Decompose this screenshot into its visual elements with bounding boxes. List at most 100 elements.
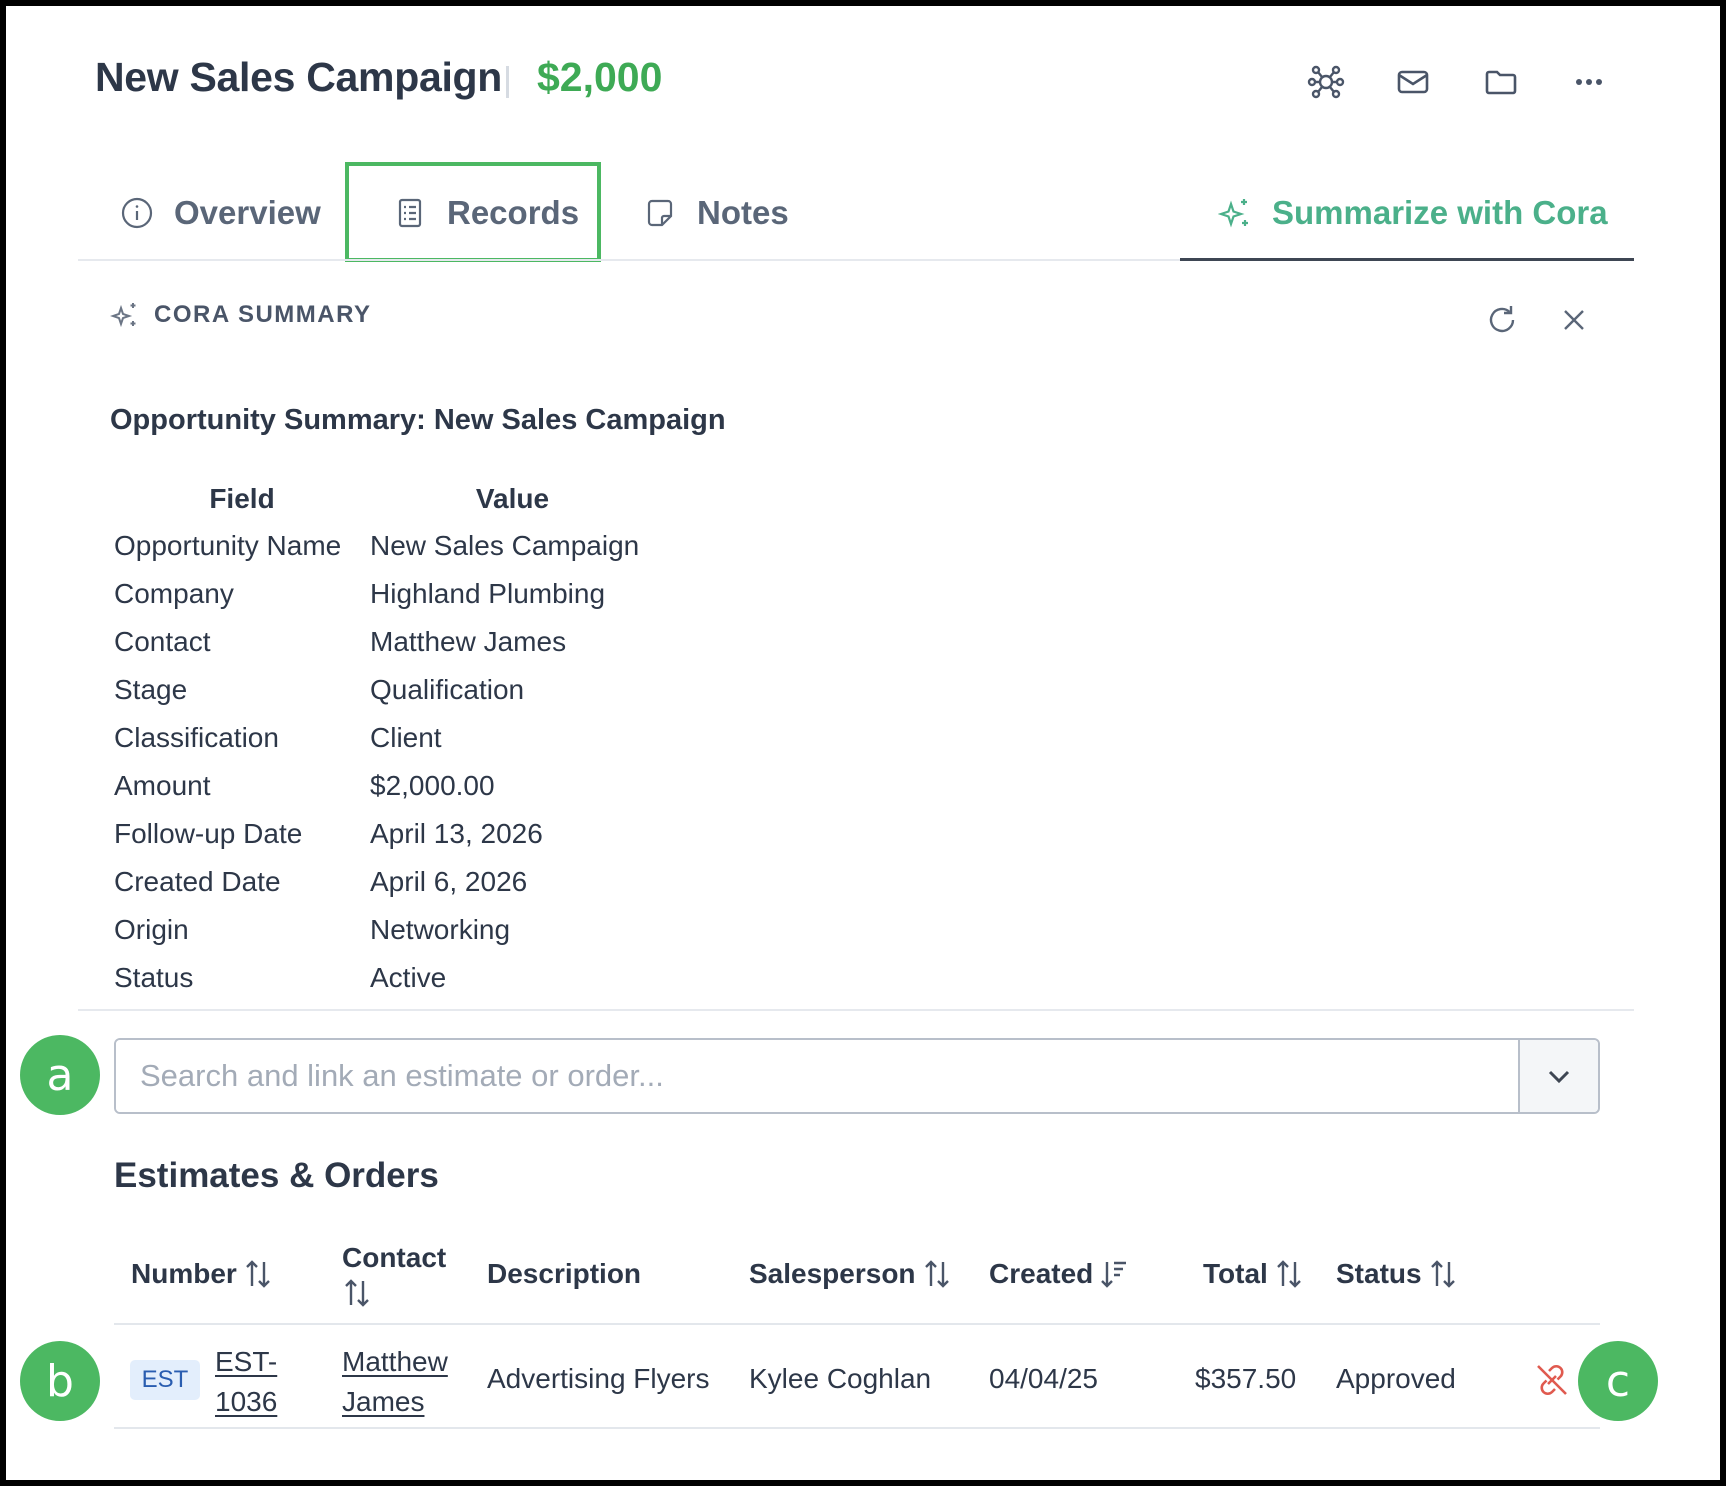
summary-value: April 13, 2026: [370, 818, 543, 849]
col-description: Description: [487, 1258, 641, 1290]
order-number-link[interactable]: EST- 1036: [215, 1342, 277, 1422]
order-created: 04/04/25: [989, 1363, 1098, 1394]
callout-b: b: [20, 1341, 100, 1421]
cora-summary-label: CORA SUMMARY: [154, 301, 372, 328]
network-icon[interactable]: [1302, 58, 1350, 106]
tab-notes[interactable]: Notes: [643, 166, 789, 260]
refresh-button[interactable]: [1478, 296, 1526, 344]
summary-field: Origin: [114, 914, 189, 945]
summary-field: Company: [114, 578, 234, 609]
summary-row: Origin Networking: [114, 906, 655, 954]
col-total-label: Total: [1203, 1258, 1268, 1289]
sort-descending-icon: [1101, 1261, 1127, 1288]
title-separator: [506, 66, 509, 98]
col-created-label: Created: [989, 1258, 1094, 1289]
col-contact[interactable]: Contact: [342, 1239, 446, 1319]
more-icon[interactable]: [1565, 58, 1613, 106]
summary-value: $2,000.00: [370, 770, 495, 801]
sort-icon: [1276, 1260, 1301, 1288]
estimates-orders-title: Estimates & Orders: [114, 1156, 439, 1195]
summary-field: Status: [114, 962, 194, 993]
summary-row: Follow-up Date April 13, 2026: [114, 810, 655, 858]
callout-c: c: [1578, 1341, 1658, 1421]
sort-icon: [245, 1260, 270, 1288]
section-divider: [78, 1009, 1634, 1011]
summary-row: Contact Matthew James: [114, 618, 655, 666]
sort-icon: [1430, 1260, 1455, 1288]
col-description-label: Description: [487, 1258, 642, 1289]
unlink-icon: [1537, 1365, 1567, 1395]
summary-table: Field Value Opportunity Name New Sales Ca…: [114, 476, 655, 1002]
field-header: Field: [209, 483, 275, 514]
tab-notes-label: Notes: [697, 194, 789, 231]
table-row-divider: [114, 1427, 1600, 1429]
sparkle-icon: [110, 303, 136, 328]
tab-records[interactable]: Records: [393, 166, 579, 260]
col-contact-label: Contact: [342, 1242, 447, 1273]
summary-field: Contact: [114, 626, 211, 657]
unlink-button[interactable]: [1532, 1360, 1572, 1400]
close-summary-button[interactable]: [1550, 296, 1598, 344]
summary-value: Matthew James: [370, 626, 567, 657]
estimate-badge: EST: [130, 1360, 200, 1400]
summary-row: Status Active: [114, 954, 655, 1002]
summary-value: Networking: [370, 914, 511, 945]
summary-field: Opportunity Name: [114, 530, 342, 561]
tab-records-label: Records: [447, 194, 580, 231]
tab-summarize-cora[interactable]: Summarize with Cora: [1218, 166, 1608, 260]
summary-row: Classification Client: [114, 714, 655, 762]
col-salesperson-label: Salesperson: [749, 1258, 916, 1289]
col-status[interactable]: Status: [1336, 1258, 1458, 1290]
contact-name-part: Matthew: [342, 1346, 448, 1377]
order-number-part: 1036: [215, 1386, 278, 1417]
note-icon: [647, 199, 673, 227]
search-dropdown-button[interactable]: [1518, 1040, 1598, 1112]
col-created[interactable]: Created: [989, 1258, 1129, 1290]
order-description: Advertising Flyers: [487, 1363, 710, 1394]
summary-value: Active: [370, 962, 447, 993]
col-number-label: Number: [131, 1258, 237, 1289]
mail-icon[interactable]: [1389, 58, 1437, 106]
callout-a: a: [20, 1035, 100, 1115]
page-title: New Sales Campaign: [95, 54, 503, 100]
opportunity-panel: New Sales Campaign $2,000 Overvi: [6, 6, 1720, 1480]
opportunity-amount: $2,000: [537, 54, 663, 100]
col-number[interactable]: Number: [131, 1258, 273, 1290]
active-tab-underline: [1180, 258, 1634, 261]
col-status-label: Status: [1336, 1258, 1422, 1289]
contact-name-part: James: [342, 1386, 425, 1417]
summary-row: Created Date April 6, 2026: [114, 858, 655, 906]
cora-summary-heading: CORA SUMMARY: [110, 300, 372, 330]
sparkle-icon: [1218, 199, 1248, 228]
folder-icon[interactable]: [1477, 58, 1525, 106]
summary-value: New Sales Campaign: [370, 530, 640, 561]
summary-title: Opportunity Summary: New Sales Campaign: [110, 404, 726, 436]
summary-value: Qualification: [370, 674, 525, 705]
summary-value: April 6, 2026: [370, 866, 528, 897]
summary-field: Created Date: [114, 866, 281, 897]
summary-value: Client: [370, 722, 442, 753]
close-icon: [1564, 310, 1584, 330]
order-salesperson: Kylee Coghlan: [749, 1363, 932, 1394]
sort-icon: [924, 1260, 949, 1288]
records-icon: [398, 198, 422, 228]
value-header: Value: [475, 483, 550, 514]
summary-field: Follow-up Date: [114, 818, 303, 849]
table-header-divider: [114, 1323, 1600, 1325]
summary-row: Amount $2,000.00: [114, 762, 655, 810]
order-number-part: EST-: [215, 1346, 278, 1377]
link-search-input[interactable]: [116, 1040, 1518, 1112]
summary-row: Opportunity Name New Sales Campaign: [114, 522, 655, 570]
order-total: $357.50: [1195, 1363, 1297, 1394]
summary-row: Stage Qualification: [114, 666, 655, 714]
tab-overview[interactable]: Overview: [120, 166, 321, 260]
tabs-divider: [78, 259, 1634, 261]
col-total[interactable]: Total: [1203, 1258, 1304, 1290]
summary-row: Company Highland Plumbing: [114, 570, 655, 618]
contact-link[interactable]: Matthew James: [342, 1342, 448, 1422]
summary-value: Highland Plumbing: [370, 578, 606, 609]
chevron-down-icon: [1548, 1070, 1570, 1084]
col-salesperson[interactable]: Salesperson: [749, 1258, 952, 1290]
link-search-combobox: [114, 1038, 1600, 1114]
tab-cora-label: Summarize with Cora: [1272, 194, 1608, 231]
